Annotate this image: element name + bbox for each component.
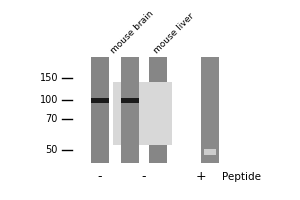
Bar xyxy=(121,98,139,102)
Bar xyxy=(204,149,216,155)
Bar xyxy=(91,98,109,102)
Bar xyxy=(201,57,219,163)
Text: Peptide: Peptide xyxy=(222,172,261,182)
Bar xyxy=(121,57,139,163)
Text: 50: 50 xyxy=(46,145,58,155)
Bar xyxy=(149,57,167,163)
Bar xyxy=(113,82,172,145)
Text: mouse liver: mouse liver xyxy=(152,11,196,55)
Text: mouse brain: mouse brain xyxy=(109,9,155,55)
Text: 100: 100 xyxy=(40,95,58,105)
Text: -: - xyxy=(98,170,102,184)
Text: +: + xyxy=(196,170,206,184)
Bar xyxy=(91,57,109,163)
Text: 150: 150 xyxy=(40,73,58,83)
Text: -: - xyxy=(142,170,146,184)
Text: 70: 70 xyxy=(46,114,58,124)
Bar xyxy=(121,57,139,163)
